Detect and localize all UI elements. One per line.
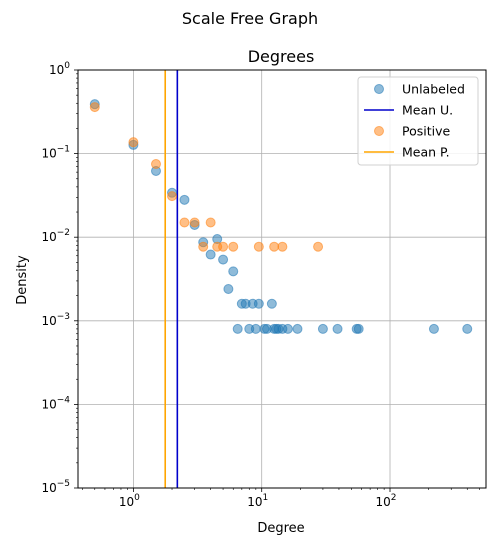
- x-axis-ticks: 100 101 102: [82, 488, 480, 509]
- y-tick-label: 10−2: [41, 228, 70, 244]
- mean-lines: [164, 70, 179, 488]
- scatter-points: [89, 99, 473, 334]
- plot-data: [89, 70, 473, 488]
- data-point: [253, 241, 264, 252]
- data-point: [250, 323, 261, 334]
- data-point: [266, 298, 277, 309]
- data-point: [353, 323, 364, 334]
- legend-label: Mean U.: [402, 103, 453, 118]
- data-point: [277, 241, 288, 252]
- y-tick-label: 10−4: [41, 395, 70, 411]
- data-point: [198, 241, 209, 252]
- axes-title: Degrees: [248, 47, 315, 66]
- y-tick-label: 10−5: [41, 479, 70, 495]
- data-point: [128, 137, 139, 148]
- data-point: [332, 323, 343, 334]
- y-tick-label: 10−1: [41, 145, 70, 161]
- data-point: [228, 266, 239, 277]
- legend-box: [357, 76, 479, 166]
- x-axis-label: Degree: [257, 521, 304, 536]
- legend-label: Mean P.: [402, 145, 450, 160]
- data-point: [313, 241, 324, 252]
- x-tick-label: 101: [247, 493, 268, 509]
- data-point: [205, 249, 216, 260]
- data-point: [150, 159, 161, 170]
- data-point: [179, 194, 190, 205]
- y-axis-label: Density: [15, 255, 30, 305]
- figure-suptitle: Scale Free Graph: [182, 9, 318, 28]
- legend-marker: [374, 126, 384, 136]
- data-point: [167, 191, 178, 202]
- legend-marker: [374, 84, 384, 94]
- data-point: [428, 323, 439, 334]
- data-point: [218, 241, 229, 252]
- x-tick-label: 102: [375, 493, 396, 509]
- data-point: [218, 254, 229, 265]
- legend-label: Positive: [402, 124, 450, 139]
- data-point: [253, 298, 264, 309]
- data-point: [89, 102, 100, 113]
- data-point: [232, 323, 243, 334]
- data-point: [189, 217, 200, 228]
- data-point: [223, 284, 234, 295]
- data-point: [292, 323, 303, 334]
- legend: Unlabeled Mean U. Positive Mean P.: [357, 76, 479, 166]
- y-axis-ticks: 10−5 10−4 10−3 10−2 10−1 100: [41, 61, 78, 495]
- legend-label: Unlabeled: [402, 82, 465, 97]
- data-point: [228, 241, 239, 252]
- data-point: [269, 241, 280, 252]
- plot-frame: [77, 69, 487, 489]
- y-tick-label: 100: [49, 61, 70, 77]
- y-tick-label: 10−3: [41, 312, 70, 328]
- data-point: [317, 323, 328, 334]
- x-tick-label: 100: [119, 493, 140, 509]
- data-point: [205, 217, 216, 228]
- data-point: [282, 323, 293, 334]
- data-point: [179, 217, 190, 228]
- data-point: [462, 323, 473, 334]
